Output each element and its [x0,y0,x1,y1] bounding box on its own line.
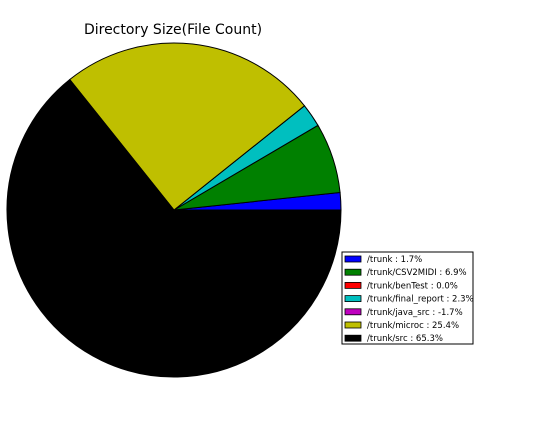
legend-label: /trunk/final_report : 2.3% [367,295,474,305]
pie-slices [6,42,342,378]
legend-swatch [344,334,362,342]
legend-swatch [344,308,362,316]
legend-swatch [344,295,362,303]
legend-label: /trunk/microc : 25.4% [367,321,459,331]
legend: /trunk : 1.7% /trunk/CSV2MIDI : 6.9% /trun… [341,251,474,345]
legend-swatch [344,321,362,329]
legend-label: /trunk : 1.7% [367,255,422,265]
legend-frame [341,251,474,345]
legend-label: /trunk/benTest : 0.0% [367,281,458,291]
pie-slice [6,78,342,378]
chart-title: Directory Size(File Count) [84,22,262,38]
legend-swatch [344,255,362,263]
legend-swatch [344,281,362,289]
legend-swatch [344,268,362,276]
legend-label: /trunk/CSV2MIDI : 6.9% [367,268,467,278]
legend-label: /trunk/java_src : -1.7% [367,308,463,318]
legend-label: /trunk/src : 65.3% [367,334,443,344]
pie-slice [69,42,306,211]
